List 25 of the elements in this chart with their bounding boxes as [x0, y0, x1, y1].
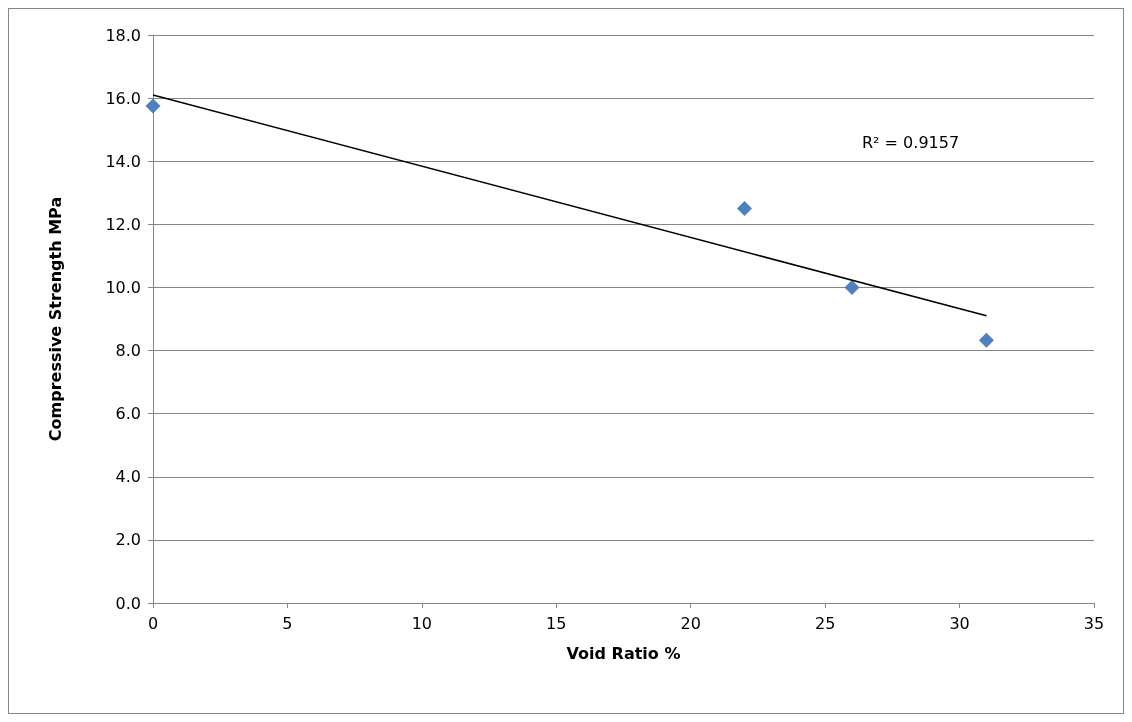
x-tick-label: 25 — [814, 613, 836, 633]
x-tick-label: 30 — [949, 613, 970, 633]
x-tick-label: 0 — [147, 613, 159, 633]
y-axis-title: Compressive Strength MPa — [45, 196, 65, 442]
y-tick-label: 14.0 — [105, 151, 141, 171]
y-tick-label: 10.0 — [105, 277, 141, 297]
x-tick-label: 5 — [282, 613, 293, 633]
y-tick-label: 8.0 — [115, 341, 141, 361]
x-tick-label: 35 — [1083, 613, 1105, 633]
y-tick-label: 18.0 — [105, 25, 141, 45]
annotation: R² = 0.9157 — [862, 132, 960, 152]
y-tick-label: 16.0 — [105, 88, 141, 108]
x-tick-label: 15 — [546, 613, 567, 633]
y-tick-label: 6.0 — [115, 404, 141, 424]
y-tick-label: 2.0 — [115, 530, 141, 550]
point — [736, 201, 752, 217]
point — [145, 98, 161, 114]
x-tick-label: 10 — [411, 613, 433, 633]
x-tick-label: 20 — [680, 613, 701, 633]
point — [844, 279, 860, 295]
x-axis-title: Void Ratio % — [566, 643, 681, 663]
y-tick-label: 12.0 — [105, 214, 141, 234]
point — [978, 332, 994, 348]
y-tick-label: 4.0 — [115, 467, 141, 487]
y-tick-label: 0.0 — [115, 593, 141, 613]
